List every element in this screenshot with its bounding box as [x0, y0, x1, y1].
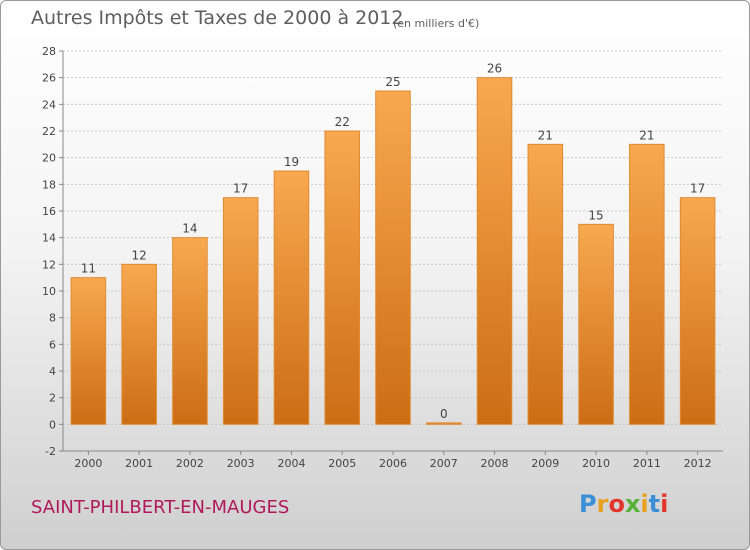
bar — [375, 90, 411, 425]
logo-letter: o — [608, 490, 625, 518]
bar — [578, 223, 614, 425]
x-tick-label: 2004 — [277, 457, 305, 470]
x-tick-label: 2001 — [125, 457, 153, 470]
y-tick-label: 0 — [49, 418, 56, 431]
y-tick-label: 6 — [49, 338, 56, 351]
bar — [222, 197, 259, 425]
bar-value-label: 21 — [639, 128, 654, 142]
bar — [121, 263, 157, 425]
logo-letter: t — [648, 490, 661, 518]
chart-labels: -202468101214161820222426281120001220011… — [42, 45, 712, 470]
bar-value-label: 11 — [81, 262, 96, 276]
x-tick-label: 2007 — [430, 457, 458, 470]
x-tick-label: 2010 — [582, 457, 610, 470]
bar — [172, 237, 208, 425]
bar — [426, 422, 462, 425]
bar — [629, 143, 665, 425]
bar-value-label: 17 — [233, 182, 248, 196]
bar-value-label: 26 — [487, 62, 502, 76]
commune-name: SAINT-PHILBERT-EN-MAUGES — [31, 497, 290, 518]
bar-value-label: 17 — [690, 182, 705, 196]
bar — [324, 130, 360, 425]
chart-title: Autres Impôts et Taxes de 2000 à 2012 — [31, 7, 404, 29]
y-tick-label: 16 — [42, 205, 56, 218]
bar — [70, 277, 107, 425]
y-tick-label: -2 — [45, 445, 56, 458]
x-tick-label: 2012 — [684, 457, 712, 470]
x-tick-label: 2002 — [176, 457, 204, 470]
bar — [527, 143, 564, 425]
chart-bars — [70, 77, 716, 425]
bar-value-label: 22 — [335, 115, 350, 129]
x-tick-label: 2005 — [328, 457, 356, 470]
logo-letter: i — [640, 490, 649, 518]
y-tick-label: 12 — [42, 258, 56, 271]
y-tick-label: 4 — [49, 365, 56, 378]
y-tick-label: 14 — [42, 232, 56, 245]
y-tick-label: 8 — [49, 312, 56, 325]
bar-value-label: 0 — [440, 407, 448, 421]
logo-letter: x — [624, 490, 641, 518]
x-tick-label: 2011 — [633, 457, 661, 470]
bar — [679, 197, 716, 425]
bar-value-label: 21 — [538, 128, 553, 142]
x-tick-label: 2006 — [379, 457, 407, 470]
bar-value-label: 14 — [182, 222, 197, 236]
y-tick-label: 10 — [42, 285, 56, 298]
bar-value-label: 12 — [132, 248, 147, 262]
logo-letter: P — [579, 490, 597, 518]
y-tick-label: 26 — [42, 72, 56, 85]
proxiti-logo: Proxiti — [579, 490, 668, 518]
logo-letter: r — [596, 490, 609, 518]
y-tick-label: 22 — [42, 125, 56, 138]
x-tick-label: 2000 — [74, 457, 102, 470]
y-tick-label: 18 — [42, 178, 56, 191]
y-tick-label: 2 — [49, 392, 56, 405]
y-tick-label: 20 — [42, 152, 56, 165]
bar-value-label: 25 — [385, 75, 400, 89]
x-tick-label: 2008 — [481, 457, 509, 470]
x-tick-label: 2009 — [531, 457, 559, 470]
y-tick-label: 28 — [42, 45, 56, 58]
bar — [273, 170, 310, 425]
chart-unit: (en milliers d'€) — [393, 17, 480, 30]
x-tick-label: 2003 — [227, 457, 255, 470]
bar-value-label: 15 — [588, 208, 603, 222]
bar-value-label: 19 — [284, 155, 299, 169]
y-tick-label: 24 — [42, 98, 56, 111]
bar — [476, 77, 513, 425]
logo-letter: i — [660, 490, 669, 518]
